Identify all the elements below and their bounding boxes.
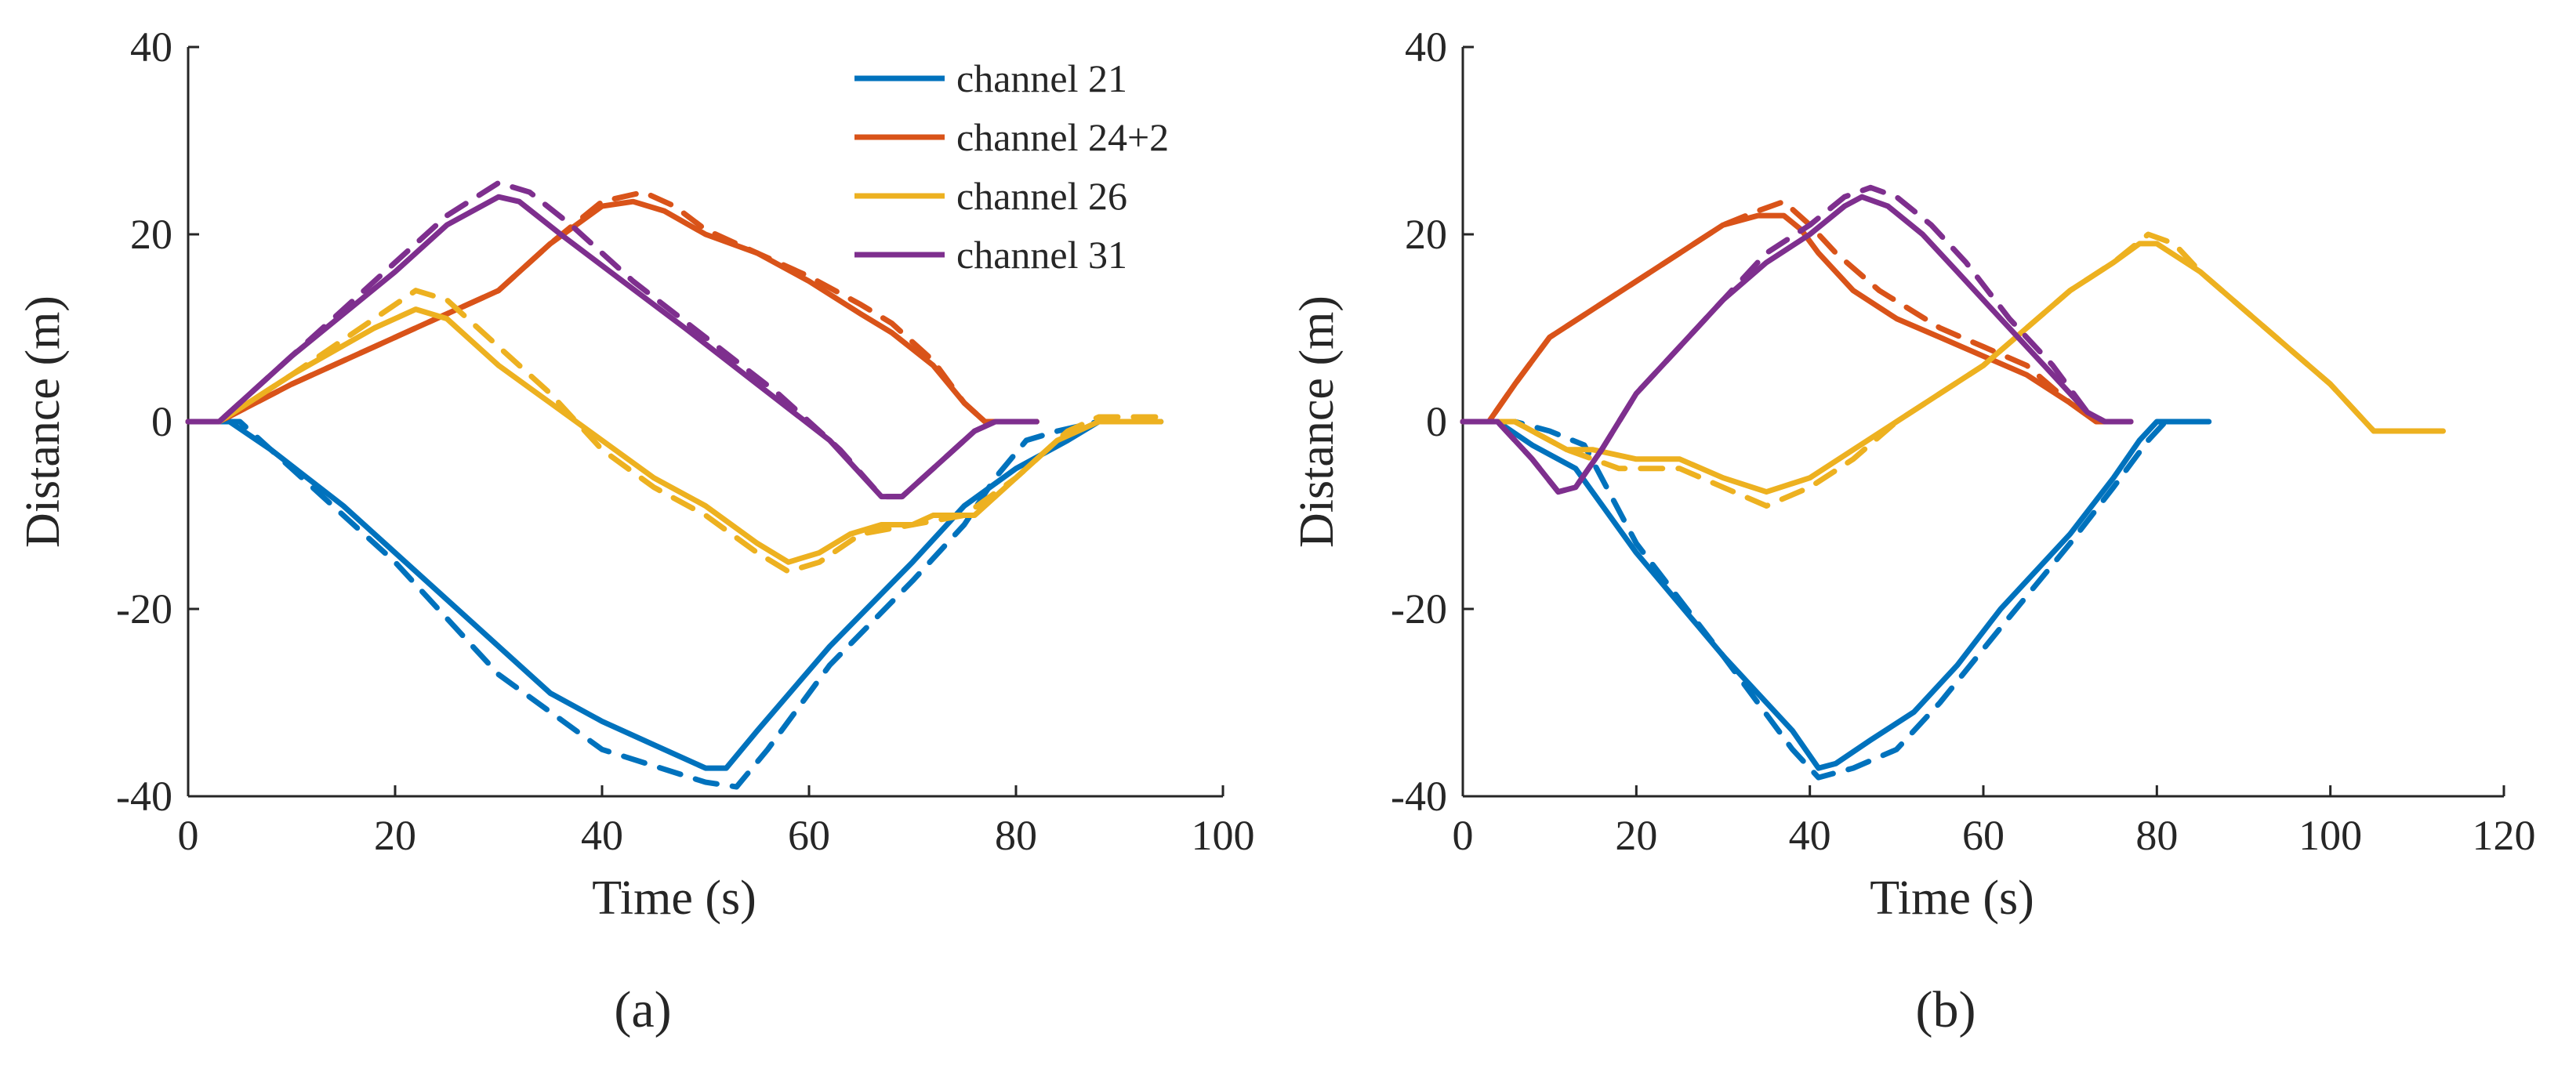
y-tick-label: -40: [116, 773, 172, 820]
y-tick-label: -20: [116, 585, 172, 632]
x-tick-label: 80: [995, 812, 1037, 859]
series-channel-21-dashed: [185, 419, 1164, 790]
x-tick-label: 60: [1962, 812, 2005, 859]
panel-b: 0 20 40 60 80 100 120 -40 -20 0 20 40 Time (s) Distan…: [1290, 24, 2536, 1038]
x-tick-label: 40: [1789, 812, 1831, 859]
series-channel-24-2-solid: [1460, 212, 2134, 425]
panel-label: (a): [614, 981, 671, 1038]
legend-label: channel 31: [956, 233, 1127, 277]
legend: channel 21 channel 24+2 channel 26 channel …: [854, 56, 1169, 277]
x-tick-label: 20: [1615, 812, 1657, 859]
panel-a: 0 20 40 60 80 100 -40 -20 0 20 40 Time (s) Distance …: [16, 24, 1255, 1038]
series-channel-24-2-dashed: [185, 189, 1039, 425]
y-tick-label: 40: [1405, 24, 1447, 71]
y-tick-label: 20: [1405, 211, 1447, 258]
series-channel-24-2-dashed: [1460, 198, 2134, 425]
series-channel-31-solid: [185, 194, 1039, 500]
legend-label: channel 21: [956, 56, 1127, 100]
series-channel-26-dashed: [1460, 231, 2446, 509]
y-tick-label: -20: [1391, 585, 1447, 632]
x-tick-label: 20: [374, 812, 416, 859]
series-channel-31-solid: [1460, 194, 2134, 495]
x-axis-label: Time (s): [1870, 872, 2034, 925]
x-tick-label: 60: [788, 812, 830, 859]
x-axis-label: Time (s): [592, 872, 756, 925]
y-axis-label: Distance (m): [1290, 295, 1344, 548]
x-tick-label: 40: [581, 812, 623, 859]
y-axis-label: Distance (m): [16, 295, 70, 548]
y-tick-label: 20: [130, 211, 172, 258]
y-tick-label: 0: [151, 398, 172, 445]
series-channel-21-dashed: [1460, 419, 2212, 781]
x-tick-label: 0: [178, 812, 199, 859]
series-channel-24-2-solid: [185, 198, 1039, 425]
series-channel-26-solid: [185, 306, 1164, 565]
y-tick-label: -40: [1391, 773, 1447, 820]
series-channel-26-dashed: [185, 288, 1164, 574]
y-tick-label: 0: [1426, 398, 1447, 445]
series-channel-31-dashed: [185, 179, 1039, 500]
x-tick-label: 100: [2298, 812, 2362, 859]
series-channel-21-solid: [1460, 419, 2212, 771]
series-channel-21-solid: [185, 419, 1164, 771]
legend-label: channel 24+2: [956, 115, 1169, 159]
x-tick-label: 100: [1192, 812, 1255, 859]
y-tick-label: 40: [130, 24, 172, 71]
x-tick-label: 80: [2135, 812, 2178, 859]
panel-label: (b): [1916, 981, 1976, 1038]
series-channel-26-solid: [1460, 241, 2446, 495]
legend-label: channel 26: [956, 174, 1127, 218]
x-tick-label: 0: [1453, 812, 1474, 859]
x-tick-label: 120: [2473, 812, 2536, 859]
